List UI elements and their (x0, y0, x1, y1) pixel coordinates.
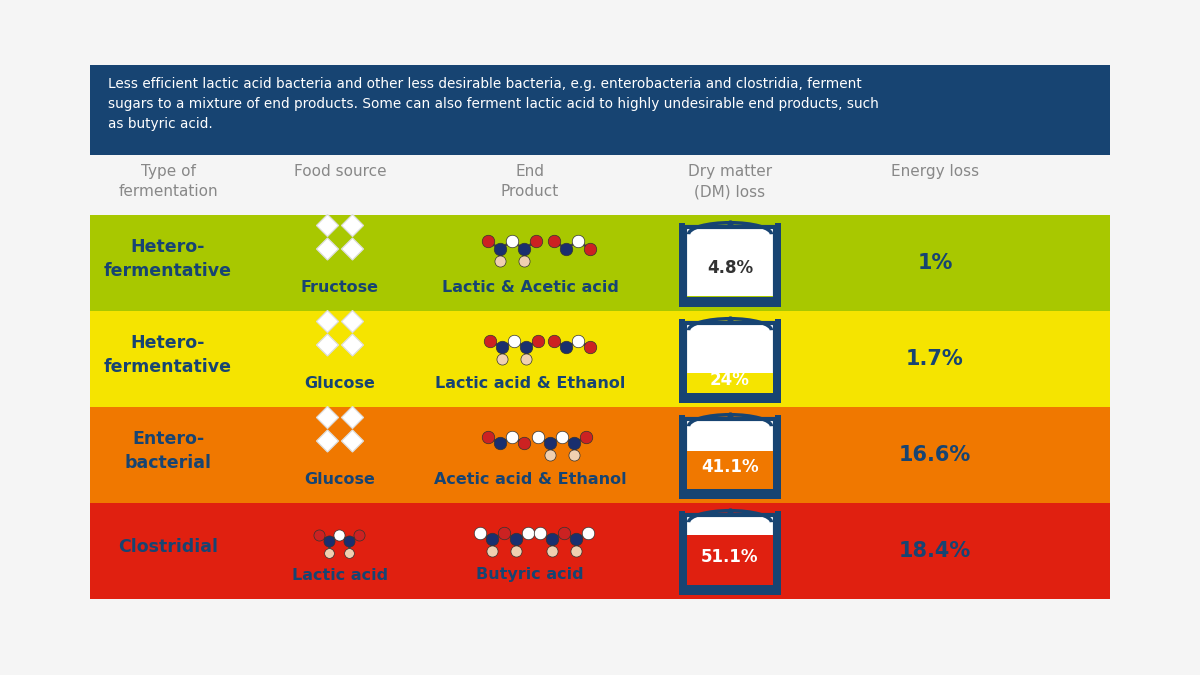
Polygon shape (317, 238, 338, 260)
Polygon shape (342, 310, 364, 333)
Bar (90, 215, 1110, 311)
Text: Lactic acid: Lactic acid (292, 568, 388, 583)
Text: Dry matter
(DM) loss: Dry matter (DM) loss (688, 164, 772, 199)
Text: Hetero-
fermentative: Hetero- fermentative (104, 334, 232, 376)
Text: Entero-
bacterial: Entero- bacterial (125, 430, 211, 472)
Polygon shape (317, 406, 338, 429)
Text: Fructose: Fructose (301, 279, 379, 294)
Text: Hetero-
fermentative: Hetero- fermentative (104, 238, 232, 280)
Bar (90, 65, 1110, 155)
Bar (685, 227, 775, 299)
Bar (682, 585, 779, 595)
Polygon shape (317, 334, 338, 356)
Bar (679, 415, 685, 499)
Text: Acetic acid & Ethanol: Acetic acid & Ethanol (433, 472, 626, 487)
Bar (679, 511, 685, 595)
Text: Butyric acid: Butyric acid (476, 568, 584, 583)
Bar (685, 419, 775, 491)
Text: 4.8%: 4.8% (707, 259, 754, 277)
Polygon shape (317, 430, 338, 452)
Text: 51.1%: 51.1% (701, 548, 758, 566)
Text: Energy loss: Energy loss (890, 164, 979, 179)
Text: 1%: 1% (917, 253, 953, 273)
Bar (682, 297, 779, 307)
Bar (90, 407, 1110, 503)
Bar (686, 373, 773, 393)
Text: 41.1%: 41.1% (701, 458, 758, 476)
Bar (685, 323, 775, 395)
Bar (90, 503, 1110, 599)
Text: Lactic acid & Ethanol: Lactic acid & Ethanol (434, 375, 625, 391)
Bar (679, 223, 685, 307)
Text: 18.4%: 18.4% (899, 541, 971, 561)
Text: Type of
fermentation: Type of fermentation (118, 164, 218, 199)
Text: 24%: 24% (710, 371, 750, 389)
Polygon shape (317, 310, 338, 333)
Polygon shape (342, 406, 364, 429)
Bar (682, 393, 779, 403)
Polygon shape (342, 334, 364, 356)
Bar (775, 415, 781, 499)
Text: End
Product: End Product (500, 164, 559, 199)
Bar (686, 535, 773, 585)
Polygon shape (342, 430, 364, 452)
Bar (90, 311, 1110, 407)
Polygon shape (317, 215, 338, 236)
Text: Less efficient lactic acid bacteria and other less desirable bacteria, e.g. ente: Less efficient lactic acid bacteria and … (108, 77, 878, 131)
Polygon shape (342, 238, 364, 260)
Polygon shape (342, 215, 364, 236)
Text: Lactic & Acetic acid: Lactic & Acetic acid (442, 279, 618, 294)
Bar (686, 296, 773, 297)
Bar (682, 489, 779, 499)
Text: 16.6%: 16.6% (899, 445, 971, 465)
Bar (679, 319, 685, 403)
Bar (685, 515, 775, 587)
Text: Food source: Food source (294, 164, 386, 179)
Bar (775, 223, 781, 307)
Text: Clostridial: Clostridial (118, 538, 218, 556)
Bar (686, 452, 773, 489)
Bar (775, 511, 781, 595)
Text: Glucose: Glucose (305, 472, 376, 487)
Bar (775, 319, 781, 403)
Text: 1.7%: 1.7% (906, 349, 964, 369)
Text: Glucose: Glucose (305, 375, 376, 391)
